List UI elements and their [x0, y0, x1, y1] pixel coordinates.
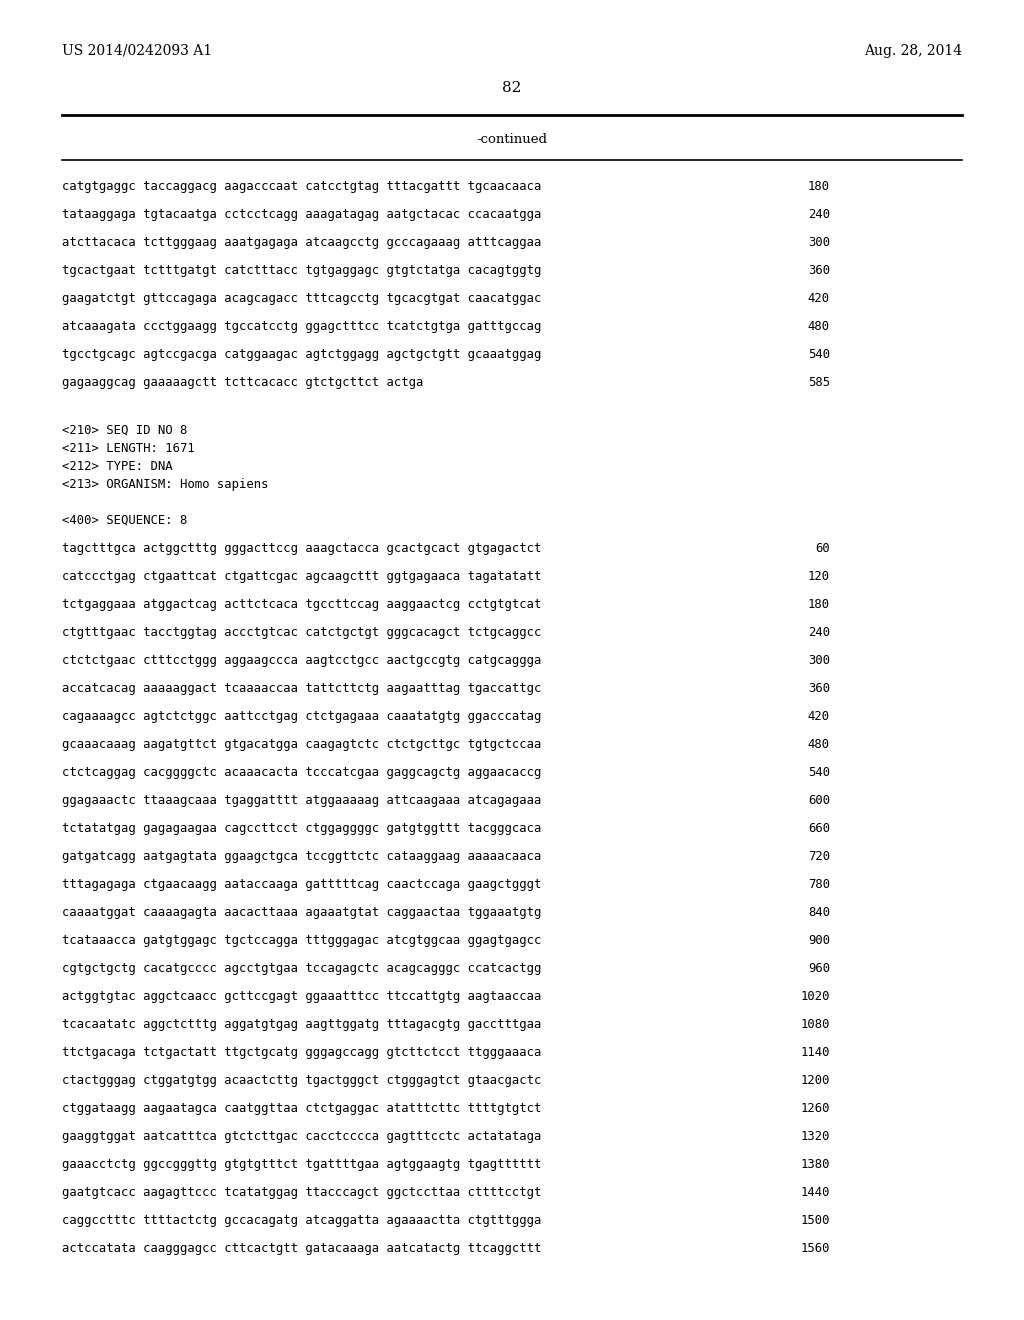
Text: 1500: 1500	[801, 1214, 830, 1228]
Text: actggtgtac aggctcaacc gcttccgagt ggaaatttcc ttccattgtg aagtaaccaa: actggtgtac aggctcaacc gcttccgagt ggaaatt…	[62, 990, 542, 1003]
Text: 660: 660	[808, 822, 830, 836]
Text: 585: 585	[808, 376, 830, 389]
Text: 1200: 1200	[801, 1074, 830, 1086]
Text: 540: 540	[808, 766, 830, 779]
Text: 420: 420	[808, 710, 830, 723]
Text: 600: 600	[808, 795, 830, 807]
Text: 1560: 1560	[801, 1242, 830, 1255]
Text: 82: 82	[503, 81, 521, 95]
Text: atcaaagata ccctggaagg tgccatcctg ggagctttcc tcatctgtga gatttgccag: atcaaagata ccctggaagg tgccatcctg ggagctt…	[62, 319, 542, 333]
Text: 540: 540	[808, 348, 830, 360]
Text: 420: 420	[808, 292, 830, 305]
Text: ctctcaggag cacggggctc acaaacacta tcccatcgaa gaggcagctg aggaacaccg: ctctcaggag cacggggctc acaaacacta tcccatc…	[62, 766, 542, 779]
Text: 360: 360	[808, 682, 830, 696]
Text: gaatgtcacc aagagttccc tcatatggag ttacccagct ggctccttaa cttttcctgt: gaatgtcacc aagagttccc tcatatggag ttaccca…	[62, 1185, 542, 1199]
Text: 480: 480	[808, 319, 830, 333]
Text: accatcacag aaaaaggact tcaaaaccaa tattcttctg aagaatttag tgaccattgc: accatcacag aaaaaggact tcaaaaccaa tattctt…	[62, 682, 542, 696]
Text: tcacaatatc aggctctttg aggatgtgag aagttggatg tttagacgtg gacctttgaa: tcacaatatc aggctctttg aggatgtgag aagttgg…	[62, 1018, 542, 1031]
Text: 180: 180	[808, 598, 830, 611]
Text: catccctgag ctgaattcat ctgattcgac agcaagcttt ggtgagaaca tagatatatt: catccctgag ctgaattcat ctgattcgac agcaagc…	[62, 570, 542, 583]
Text: ggagaaactc ttaaagcaaa tgaggatttt atggaaaaag attcaagaaa atcagagaaa: ggagaaactc ttaaagcaaa tgaggatttt atggaaa…	[62, 795, 542, 807]
Text: 60: 60	[815, 543, 830, 554]
Text: ctggataagg aagaatagca caatggttaa ctctgaggac atatttcttc ttttgtgtct: ctggataagg aagaatagca caatggttaa ctctgag…	[62, 1102, 542, 1115]
Text: 1260: 1260	[801, 1102, 830, 1115]
Text: tctgaggaaa atggactcag acttctcaca tgccttccag aaggaactcg cctgtgtcat: tctgaggaaa atggactcag acttctcaca tgccttc…	[62, 598, 542, 611]
Text: ctgtttgaac tacctggtag accctgtcac catctgctgt gggcacagct tctgcaggcc: ctgtttgaac tacctggtag accctgtcac catctgc…	[62, 626, 542, 639]
Text: caaaatggat caaaagagta aacacttaaa agaaatgtat caggaactaa tggaaatgtg: caaaatggat caaaagagta aacacttaaa agaaatg…	[62, 906, 542, 919]
Text: gagaaggcag gaaaaagctt tcttcacacc gtctgcttct actga: gagaaggcag gaaaaagctt tcttcacacc gtctgct…	[62, 376, 423, 389]
Text: tataaggaga tgtacaatga cctcctcagg aaagatagag aatgctacac ccacaatgga: tataaggaga tgtacaatga cctcctcagg aaagata…	[62, 209, 542, 220]
Text: gatgatcagg aatgagtata ggaagctgca tccggttctc cataaggaag aaaaacaaca: gatgatcagg aatgagtata ggaagctgca tccggtt…	[62, 850, 542, 863]
Text: ctctctgaac ctttcctggg aggaagccca aagtcctgcc aactgccgtg catgcaggga: ctctctgaac ctttcctggg aggaagccca aagtcct…	[62, 653, 542, 667]
Text: gcaaacaaag aagatgttct gtgacatgga caagagtctc ctctgcttgc tgtgctccaa: gcaaacaaag aagatgttct gtgacatgga caagagt…	[62, 738, 542, 751]
Text: atcttacaca tcttgggaag aaatgagaga atcaagcctg gcccagaaag atttcaggaa: atcttacaca tcttgggaag aaatgagaga atcaagc…	[62, 236, 542, 249]
Text: <212> TYPE: DNA: <212> TYPE: DNA	[62, 459, 173, 473]
Text: 300: 300	[808, 236, 830, 249]
Text: 240: 240	[808, 626, 830, 639]
Text: 480: 480	[808, 738, 830, 751]
Text: <210> SEQ ID NO 8: <210> SEQ ID NO 8	[62, 424, 187, 437]
Text: actccatata caagggagcc cttcactgtt gatacaaaga aatcatactg ttcaggcttt: actccatata caagggagcc cttcactgtt gatacaa…	[62, 1242, 542, 1255]
Text: gaaggtggat aatcatttca gtctcttgac cacctcccca gagtttcctc actatataga: gaaggtggat aatcatttca gtctcttgac cacctcc…	[62, 1130, 542, 1143]
Text: 1380: 1380	[801, 1158, 830, 1171]
Text: tagctttgca actggctttg gggacttccg aaagctacca gcactgcact gtgagactct: tagctttgca actggctttg gggacttccg aaagcta…	[62, 543, 542, 554]
Text: tttagagaga ctgaacaagg aataccaaga gatttttcag caactccaga gaagctgggt: tttagagaga ctgaacaagg aataccaaga gattttt…	[62, 878, 542, 891]
Text: 240: 240	[808, 209, 830, 220]
Text: -continued: -continued	[476, 133, 548, 147]
Text: gaagatctgt gttccagaga acagcagacc tttcagcctg tgcacgtgat caacatggac: gaagatctgt gttccagaga acagcagacc tttcagc…	[62, 292, 542, 305]
Text: 1080: 1080	[801, 1018, 830, 1031]
Text: tgcctgcagc agtccgacga catggaagac agtctggagg agctgctgtt gcaaatggag: tgcctgcagc agtccgacga catggaagac agtctgg…	[62, 348, 542, 360]
Text: <211> LENGTH: 1671: <211> LENGTH: 1671	[62, 442, 195, 455]
Text: cgtgctgctg cacatgcccc agcctgtgaa tccagagctc acagcagggc ccatcactgg: cgtgctgctg cacatgcccc agcctgtgaa tccagag…	[62, 962, 542, 975]
Text: 900: 900	[808, 935, 830, 946]
Text: tctatatgag gagagaagaa cagccttcct ctggaggggc gatgtggttt tacgggcaca: tctatatgag gagagaagaa cagccttcct ctggagg…	[62, 822, 542, 836]
Text: cagaaaagcc agtctctggc aattcctgag ctctgagaaa caaatatgtg ggacccatag: cagaaaagcc agtctctggc aattcctgag ctctgag…	[62, 710, 542, 723]
Text: Aug. 28, 2014: Aug. 28, 2014	[864, 44, 962, 58]
Text: 780: 780	[808, 878, 830, 891]
Text: 1440: 1440	[801, 1185, 830, 1199]
Text: caggcctttc ttttactctg gccacagatg atcaggatta agaaaactta ctgtttggga: caggcctttc ttttactctg gccacagatg atcagga…	[62, 1214, 542, 1228]
Text: ttctgacaga tctgactatt ttgctgcatg gggagccagg gtcttctcct ttgggaaaca: ttctgacaga tctgactatt ttgctgcatg gggagcc…	[62, 1045, 542, 1059]
Text: catgtgaggc taccaggacg aagacccaat catcctgtag tttacgattt tgcaacaaca: catgtgaggc taccaggacg aagacccaat catcctg…	[62, 180, 542, 193]
Text: 120: 120	[808, 570, 830, 583]
Text: 960: 960	[808, 962, 830, 975]
Text: 360: 360	[808, 264, 830, 277]
Text: tgcactgaat tctttgatgt catctttacc tgtgaggagc gtgtctatga cacagtggtg: tgcactgaat tctttgatgt catctttacc tgtgagg…	[62, 264, 542, 277]
Text: tcataaacca gatgtggagc tgctccagga tttgggagac atcgtggcaa ggagtgagcc: tcataaacca gatgtggagc tgctccagga tttggga…	[62, 935, 542, 946]
Text: US 2014/0242093 A1: US 2014/0242093 A1	[62, 44, 212, 58]
Text: <213> ORGANISM: Homo sapiens: <213> ORGANISM: Homo sapiens	[62, 478, 268, 491]
Text: 1020: 1020	[801, 990, 830, 1003]
Text: 720: 720	[808, 850, 830, 863]
Text: 180: 180	[808, 180, 830, 193]
Text: <400> SEQUENCE: 8: <400> SEQUENCE: 8	[62, 513, 187, 527]
Text: 840: 840	[808, 906, 830, 919]
Text: 1320: 1320	[801, 1130, 830, 1143]
Text: 300: 300	[808, 653, 830, 667]
Text: gaaacctctg ggccgggttg gtgtgtttct tgattttgaa agtggaagtg tgagtttttt: gaaacctctg ggccgggttg gtgtgtttct tgatttt…	[62, 1158, 542, 1171]
Text: ctactgggag ctggatgtgg acaactcttg tgactgggct ctgggagtct gtaacgactc: ctactgggag ctggatgtgg acaactcttg tgactgg…	[62, 1074, 542, 1086]
Text: 1140: 1140	[801, 1045, 830, 1059]
